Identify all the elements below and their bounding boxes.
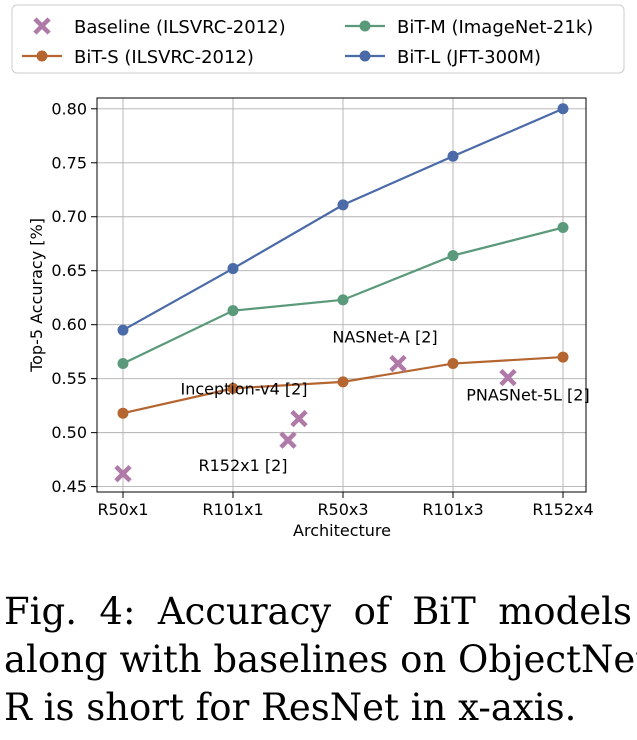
caption-line-1: Fig. 4: Accuracy of BiT models — [4, 590, 632, 633]
caption-line-2: along with baselines on ObjectNet. — [4, 638, 637, 681]
y-tick-label: 0.45 — [51, 477, 87, 496]
series-2-point — [227, 263, 239, 275]
series-2-point — [337, 199, 349, 211]
series-2-point — [447, 150, 459, 162]
x-tick-label: R101x3 — [422, 500, 483, 519]
legend-marker — [359, 50, 371, 62]
series-0-point — [557, 351, 569, 363]
baseline-point — [499, 368, 517, 387]
grid — [97, 98, 586, 492]
series-1-point — [117, 358, 129, 370]
legend-marker — [359, 20, 371, 32]
legend: Baseline (ILSVRC-2012) BiT-S (ILSVRC-2012… — [11, 4, 625, 74]
series-0-point — [227, 382, 239, 394]
legend-label: BiT-L (JFT-300M) — [397, 47, 541, 68]
figure-caption: Fig. 4: Accuracy of BiT models along wit… — [4, 588, 637, 732]
baseline-point-stroke-b — [389, 354, 407, 373]
x-tick-label: R152x4 — [532, 500, 593, 519]
legend-label: BiT-S (ILSVRC-2012) — [74, 47, 254, 68]
baseline-annotation: Inception-v4 [2] — [180, 380, 307, 399]
y-axis: 0.45 0.50 0.55 0.60 0.65 0.70 0.75 0.80 — [51, 99, 97, 496]
baseline-point — [290, 409, 308, 428]
series-1-point — [227, 305, 239, 317]
legend-label: BiT-M (ImageNet-21k) — [397, 17, 593, 38]
series-0-point — [337, 376, 349, 388]
series-2-point — [117, 324, 129, 336]
x-tick-label: R101x1 — [202, 500, 263, 519]
series-1-point — [337, 294, 349, 306]
x-axis-label: Architecture — [293, 521, 391, 540]
accuracy-chart: Baseline (ILSVRC-2012) BiT-S (ILSVRC-2012… — [11, 4, 625, 540]
legend-box — [11, 4, 625, 74]
series-1-point — [557, 222, 569, 234]
baseline-annotation: NASNet-A [2] — [332, 328, 437, 347]
series-1-point — [447, 250, 459, 262]
x-tick-label: R50x3 — [317, 500, 368, 519]
baseline-point — [279, 431, 297, 449]
y-tick-label: 0.60 — [51, 315, 87, 334]
x-tick-label: R50x1 — [97, 500, 148, 519]
legend-label: Baseline (ILSVRC-2012) — [74, 17, 286, 38]
baseline-point-stroke-b — [279, 431, 297, 449]
y-tick-label: 0.50 — [51, 423, 87, 442]
baseline-points: R152x1 [2] Inception-v4 [2] NASNet-A [2] PN… — [114, 328, 590, 483]
baseline-annotation: PNASNet-5L [2] — [466, 386, 589, 405]
baseline-point — [114, 464, 132, 483]
baseline-point — [389, 354, 407, 373]
baseline-point-stroke-b — [114, 464, 132, 483]
y-tick-label: 0.65 — [51, 261, 87, 280]
y-axis-label: Top-5 Accuracy [%] — [27, 218, 46, 373]
plot-frame — [96, 97, 587, 493]
series-0-point — [447, 358, 459, 370]
y-tick-label: 0.75 — [51, 153, 87, 172]
y-tick-label: 0.80 — [51, 99, 87, 118]
y-tick-label: 0.55 — [51, 369, 87, 388]
x-axis: R50x1 R101x1 R50x3 R101x3 R152x4 — [97, 492, 594, 519]
legend-marker-stroke-b — [33, 17, 51, 35]
baseline-point-stroke-b — [499, 368, 517, 387]
caption-line-3: R is short for ResNet in x-axis. — [4, 686, 577, 729]
series-0-point — [117, 407, 129, 419]
legend-marker — [33, 17, 51, 35]
series-2-point — [557, 103, 569, 115]
y-tick-label: 0.70 — [51, 207, 87, 226]
baseline-point-stroke-b — [290, 409, 308, 428]
baseline-annotation: R152x1 [2] — [198, 456, 287, 475]
series-lines — [117, 103, 569, 419]
legend-marker — [36, 50, 48, 62]
